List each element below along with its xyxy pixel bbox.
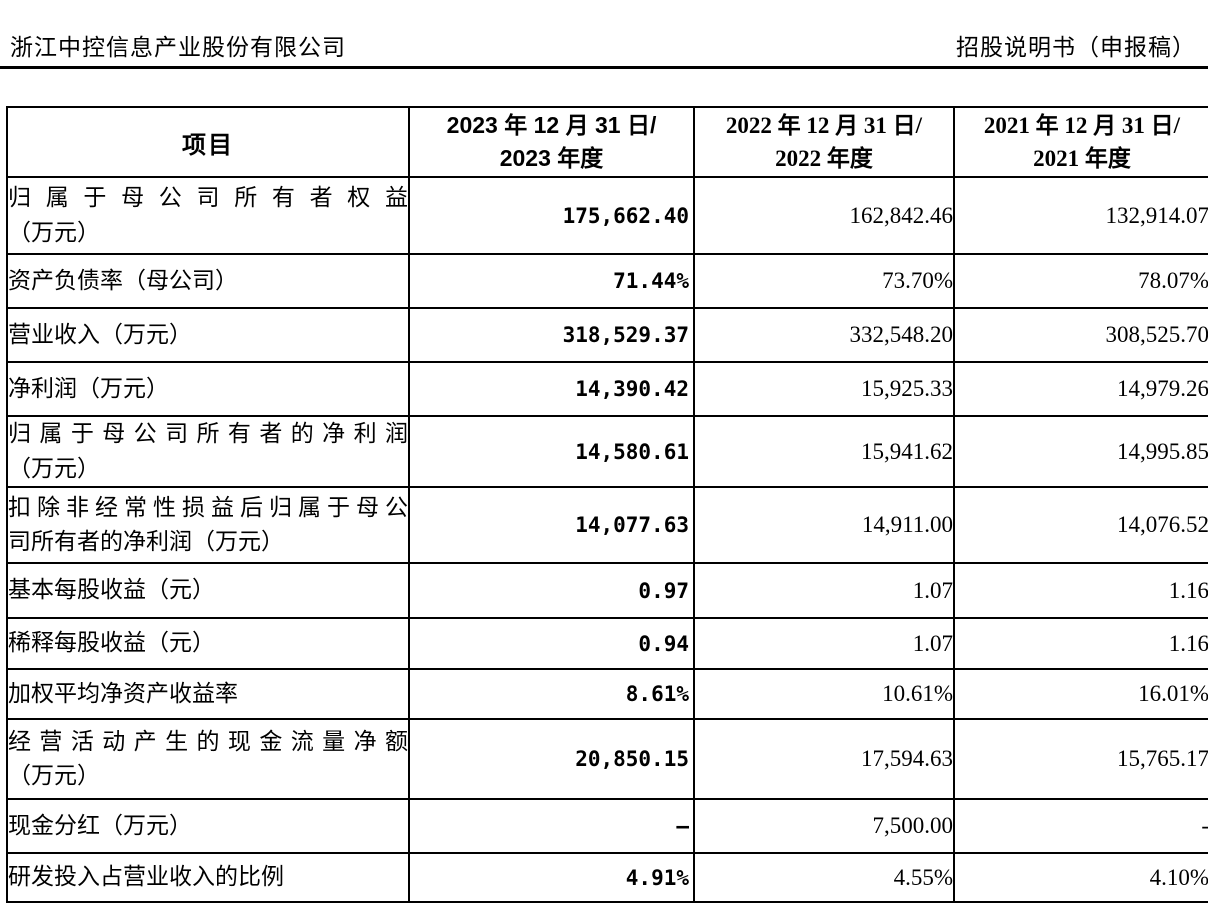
table-row-operating-cash-flow: 经营活动产生的现金流量净额 （万元） 20,850.15 17,594.63 1… — [6, 718, 1208, 800]
page-header: 浙江中控信息产业股份有限公司 招股说明书（申报稿） — [10, 28, 1196, 62]
value-2021: 14,076.52 — [953, 486, 1208, 564]
column-header-2023: 2023 年 12 月 31 日/ 2023 年度 — [408, 106, 695, 178]
value-2022: 10.61% — [693, 668, 955, 720]
table-row-debt-ratio: 资产负债率（母公司） 71.44% 73.70% 78.07% — [6, 253, 1208, 309]
header-divider — [0, 66, 1208, 69]
table-row-weighted-roe: 加权平均净资产收益率 8.61% 10.61% 16.01% — [6, 668, 1208, 720]
value-2021: 308,525.70 — [953, 307, 1208, 363]
row-item-label: 净利润（万元） — [8, 375, 169, 401]
financial-summary-table-wrap: 项目 2023 年 12 月 31 日/ 2023 年度 2022 年 12 月… — [6, 106, 1208, 903]
value-2023: 0.97 — [408, 562, 695, 619]
value-2022: 7,500.00 — [693, 798, 955, 854]
value-2022: 15,941.62 — [693, 415, 955, 488]
row-item-label: 稀释每股收益（元） — [8, 630, 215, 656]
value-2022: 14,911.00 — [693, 486, 955, 564]
row-item-label: 扣除非经常性损益后归属于母公 — [8, 494, 408, 520]
value-2023: 318,529.37 — [408, 307, 695, 363]
column-header-2021: 2021 年 12 月 31 日/ 2021 年度 — [953, 106, 1208, 178]
value-2021: 15,765.17 — [953, 718, 1208, 800]
row-item-label: 经营活动产生的现金流量净额 — [8, 728, 408, 754]
value-2022: 15,925.33 — [693, 361, 955, 417]
value-2022: 1.07 — [693, 617, 955, 670]
value-2021: 1.16 — [953, 617, 1208, 670]
value-2021: 78.07% — [953, 253, 1208, 309]
value-2022: 1.07 — [693, 562, 955, 619]
value-2023: 14,390.42 — [408, 361, 695, 417]
financial-summary-table: 项目 2023 年 12 月 31 日/ 2023 年度 2022 年 12 月… — [6, 106, 1208, 903]
row-item-label: 基本每股收益（元） — [8, 577, 215, 603]
value-2023: – — [408, 798, 695, 854]
table-row-parent-equity: 归属于母公司所有者权益 （万元） 175,662.40 162,842.46 1… — [6, 176, 1208, 255]
table-row-revenue: 营业收入（万元） 318,529.37 332,548.20 308,525.7… — [6, 307, 1208, 363]
row-item-label: 归属于母公司所有者的净利润 — [8, 421, 408, 446]
value-2022: 4.55% — [693, 852, 955, 903]
value-2023: 71.44% — [408, 253, 695, 309]
row-item-label: 现金分红（万元） — [8, 812, 192, 838]
table-row-rd-ratio: 研发投入占营业收入的比例 4.91% 4.55% 4.10% — [6, 852, 1208, 903]
table-header-row: 项目 2023 年 12 月 31 日/ 2023 年度 2022 年 12 月… — [6, 106, 1208, 178]
table-row-cash-dividend: 现金分红（万元） – 7,500.00 - — [6, 798, 1208, 854]
value-2021: 14,979.26 — [953, 361, 1208, 417]
document-type: 招股说明书（申报稿） — [956, 35, 1196, 60]
row-item-label: 资产负债率（母公司） — [8, 267, 238, 293]
value-2023: 14,077.63 — [408, 486, 695, 564]
table-row-parent-net-profit: 归属于母公司所有者的净利润 （万元） 14,580.61 15,941.62 1… — [6, 415, 1208, 488]
row-item-label: 营业收入（万元） — [8, 321, 192, 347]
row-item-label: 加权平均净资产收益率 — [8, 680, 238, 706]
value-2023: 8.61% — [408, 668, 695, 720]
value-2021: 16.01% — [953, 668, 1208, 720]
value-2022: 332,548.20 — [693, 307, 955, 363]
value-2023: 4.91% — [408, 852, 695, 903]
value-2023: 0.94 — [408, 617, 695, 670]
value-2021: 14,995.85 — [953, 415, 1208, 488]
value-2021: 1.16 — [953, 562, 1208, 619]
row-item-label: 归属于母公司所有者权益 — [8, 185, 408, 210]
value-2022: 17,594.63 — [693, 718, 955, 800]
value-2023: 20,850.15 — [408, 718, 695, 800]
value-2022: 73.70% — [693, 253, 955, 309]
table-row-diluted-eps: 稀释每股收益（元） 0.94 1.07 1.16 — [6, 617, 1208, 670]
value-2021: 132,914.07 — [953, 176, 1208, 255]
column-header-item: 项目 — [6, 106, 410, 178]
value-2021: 4.10% — [953, 852, 1208, 903]
company-name: 浙江中控信息产业股份有限公司 — [10, 35, 346, 60]
value-2023: 175,662.40 — [408, 176, 695, 255]
table-row-net-profit: 净利润（万元） 14,390.42 15,925.33 14,979.26 — [6, 361, 1208, 417]
table-row-net-profit-excl-nonrecurring: 扣除非经常性损益后归属于母公 司所有者的净利润（万元） 14,077.63 14… — [6, 486, 1208, 564]
row-item-label: 研发投入占营业收入的比例 — [8, 864, 284, 890]
value-2021: - — [953, 798, 1208, 854]
value-2023: 14,580.61 — [408, 415, 695, 488]
column-header-2022: 2022 年 12 月 31 日/ 2022 年度 — [693, 106, 955, 178]
table-row-basic-eps: 基本每股收益（元） 0.97 1.07 1.16 — [6, 562, 1208, 619]
value-2022: 162,842.46 — [693, 176, 955, 255]
